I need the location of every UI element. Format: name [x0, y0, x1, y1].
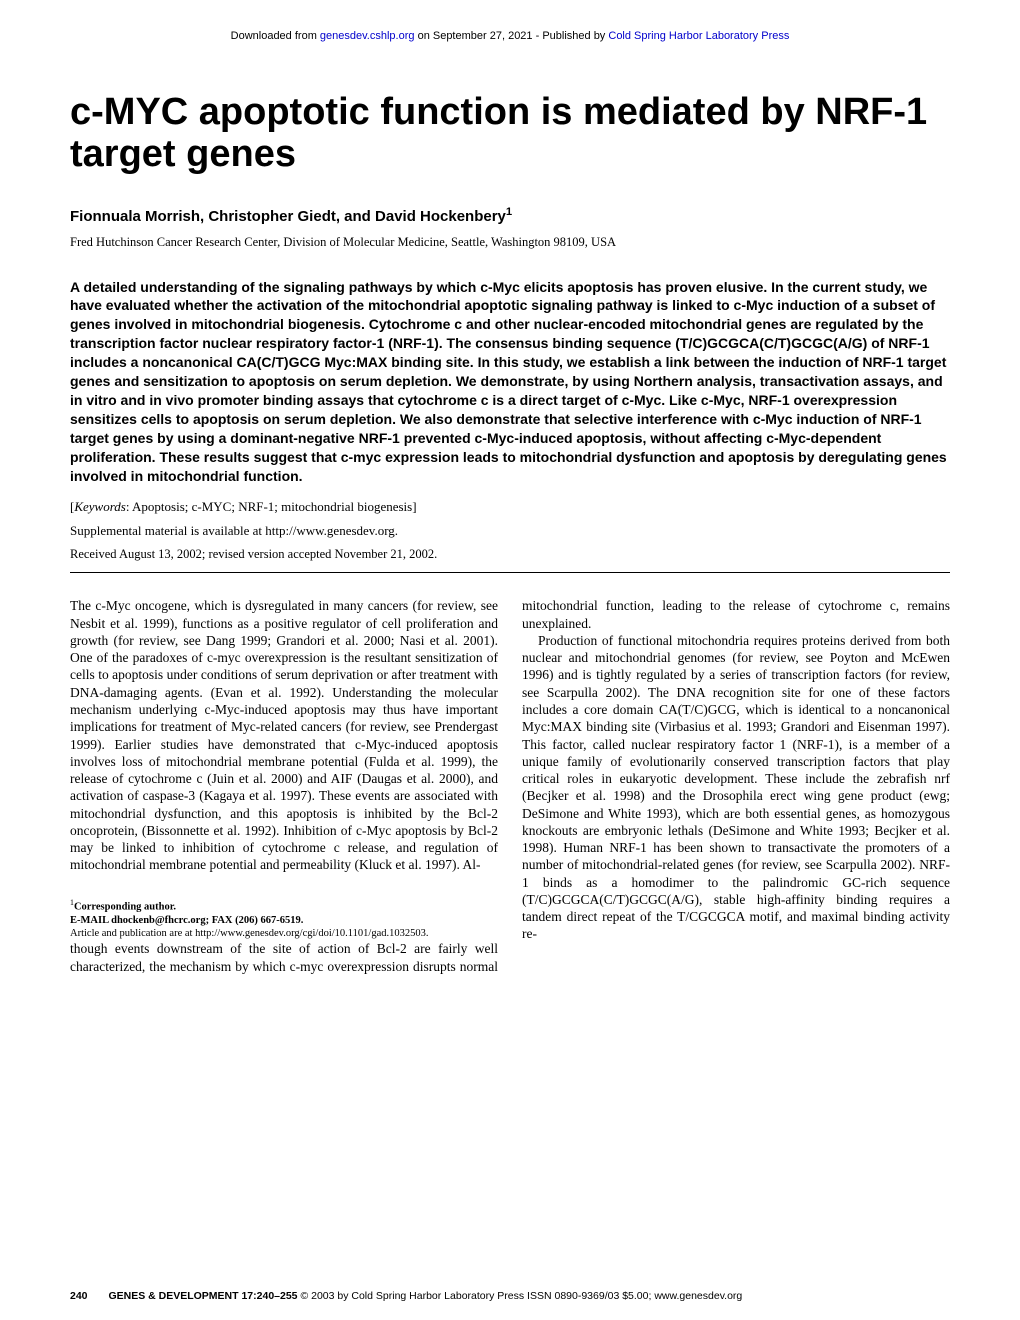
received-line: Received August 13, 2002; revised versio…: [70, 547, 950, 562]
page: Downloaded from genesdev.cshlp.org on Se…: [0, 0, 1020, 1320]
corresponding-email: E-MAIL dhockenb@fhcrc.org; FAX (206) 667…: [70, 914, 498, 927]
article-title: c-MYC apoptotic function is mediated by …: [70, 92, 950, 176]
corresponding-label: Corresponding author.: [74, 901, 176, 912]
corresponding-author-block: 1Corresponding author. E-MAIL dhockenb@f…: [70, 898, 498, 941]
supplemental-line: Supplemental material is available at ht…: [70, 523, 950, 539]
section-divider: [70, 572, 950, 573]
footer-copyright: © 2003 by Cold Spring Harbor Laboratory …: [300, 1290, 742, 1302]
body-text: The c-Myc oncogene, which is dysregulate…: [70, 597, 950, 975]
keywords-text: : Apoptosis; c-MYC; NRF-1; mitochondrial…: [126, 499, 417, 514]
corresponding-article-url: Article and publication are at http://ww…: [70, 927, 498, 940]
body-paragraph: Production of functional mitochondria re…: [522, 632, 950, 943]
journal-citation: GENES & DEVELOPMENT 17:240–255: [108, 1290, 300, 1302]
page-footer: 240 GENES & DEVELOPMENT 17:240–255 © 200…: [70, 1290, 950, 1302]
body-paragraph: The c-Myc oncogene, which is dysregulate…: [70, 597, 498, 873]
affiliation: Fred Hutchinson Cancer Research Center, …: [70, 235, 950, 250]
author-footnote-marker: 1: [506, 206, 512, 218]
page-number: 240: [70, 1290, 88, 1302]
abstract: A detailed understanding of the signalin…: [70, 278, 950, 486]
keywords-label: Keywords: [74, 499, 126, 514]
download-mid: on September 27, 2021 - Published by: [415, 30, 609, 42]
authors-line: Fionnuala Morrish, Christopher Giedt, an…: [70, 206, 950, 225]
download-prefix: Downloaded from: [231, 30, 320, 42]
download-header: Downloaded from genesdev.cshlp.org on Se…: [70, 30, 950, 42]
download-publisher-link[interactable]: Cold Spring Harbor Laboratory Press: [608, 30, 789, 42]
authors-names: Fionnuala Morrish, Christopher Giedt, an…: [70, 208, 506, 225]
keywords-line: [Keywords: Apoptosis; c-MYC; NRF-1; mito…: [70, 499, 950, 515]
download-source-link[interactable]: genesdev.cshlp.org: [320, 30, 415, 42]
